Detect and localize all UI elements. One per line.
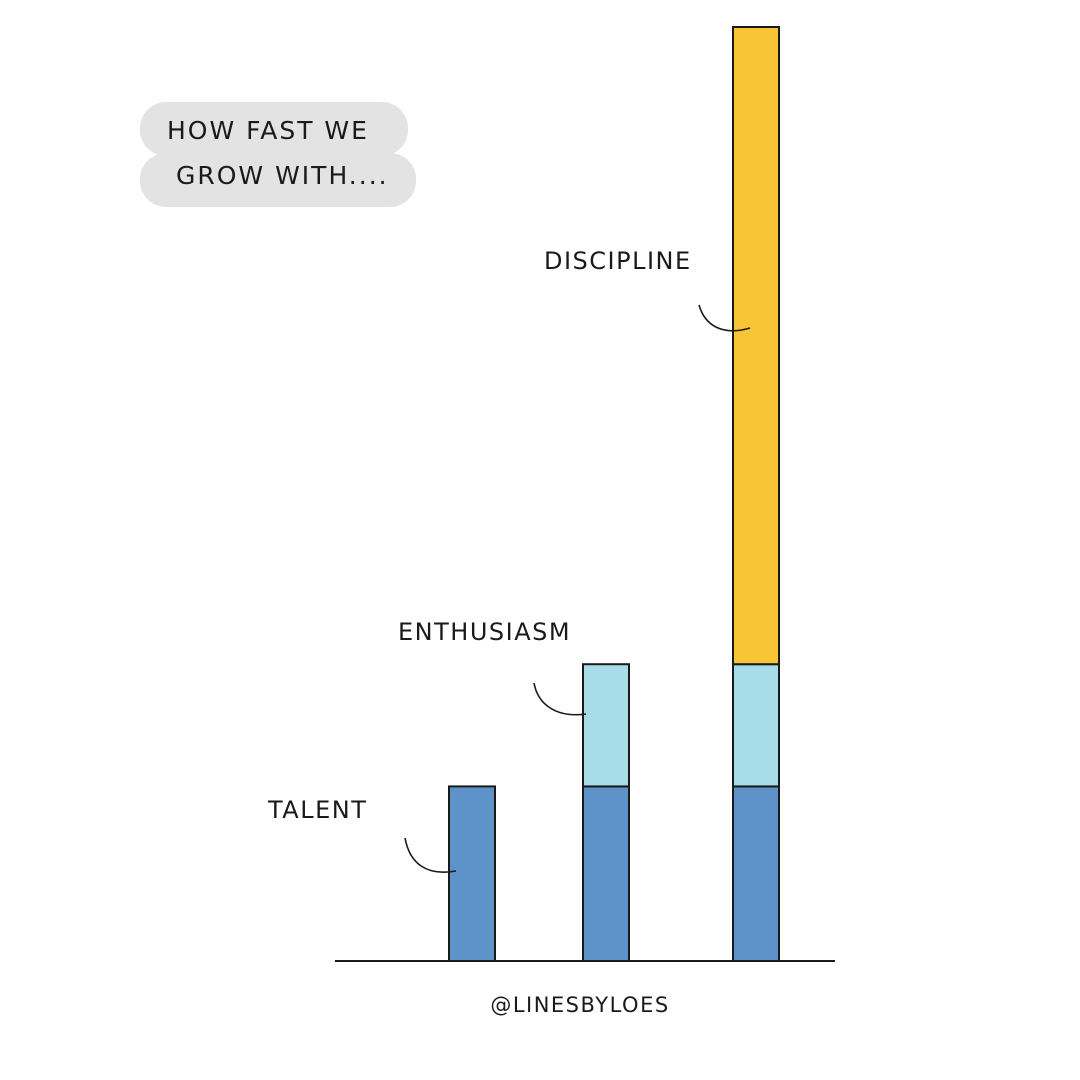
credit-handle: @LINESBYLOES bbox=[490, 993, 669, 1017]
leader-talent bbox=[404, 837, 457, 873]
bar-3-talent-segment bbox=[732, 785, 780, 962]
title-pill-top bbox=[140, 102, 408, 156]
label-enthusiasm: ENTHUSIASM bbox=[398, 618, 571, 646]
leader-discipline bbox=[698, 304, 751, 332]
bar-3-enthusiasm-segment bbox=[732, 663, 780, 788]
bar-2-talent-segment bbox=[582, 785, 630, 962]
bars-layer bbox=[448, 26, 780, 962]
leader-enthusiasm bbox=[533, 682, 587, 716]
bar-3-discipline-segment bbox=[732, 26, 780, 666]
title-line-2: GROW WITH.... bbox=[176, 161, 389, 190]
bar-2-enthusiasm-segment bbox=[582, 663, 630, 788]
label-talent: TALENT bbox=[267, 796, 367, 824]
bar-1-talent-segment bbox=[448, 785, 496, 962]
title-line-1: HOW FAST WE bbox=[167, 116, 369, 145]
title-pill-bottom bbox=[140, 153, 416, 207]
label-discipline: DISCIPLINE bbox=[544, 247, 692, 275]
